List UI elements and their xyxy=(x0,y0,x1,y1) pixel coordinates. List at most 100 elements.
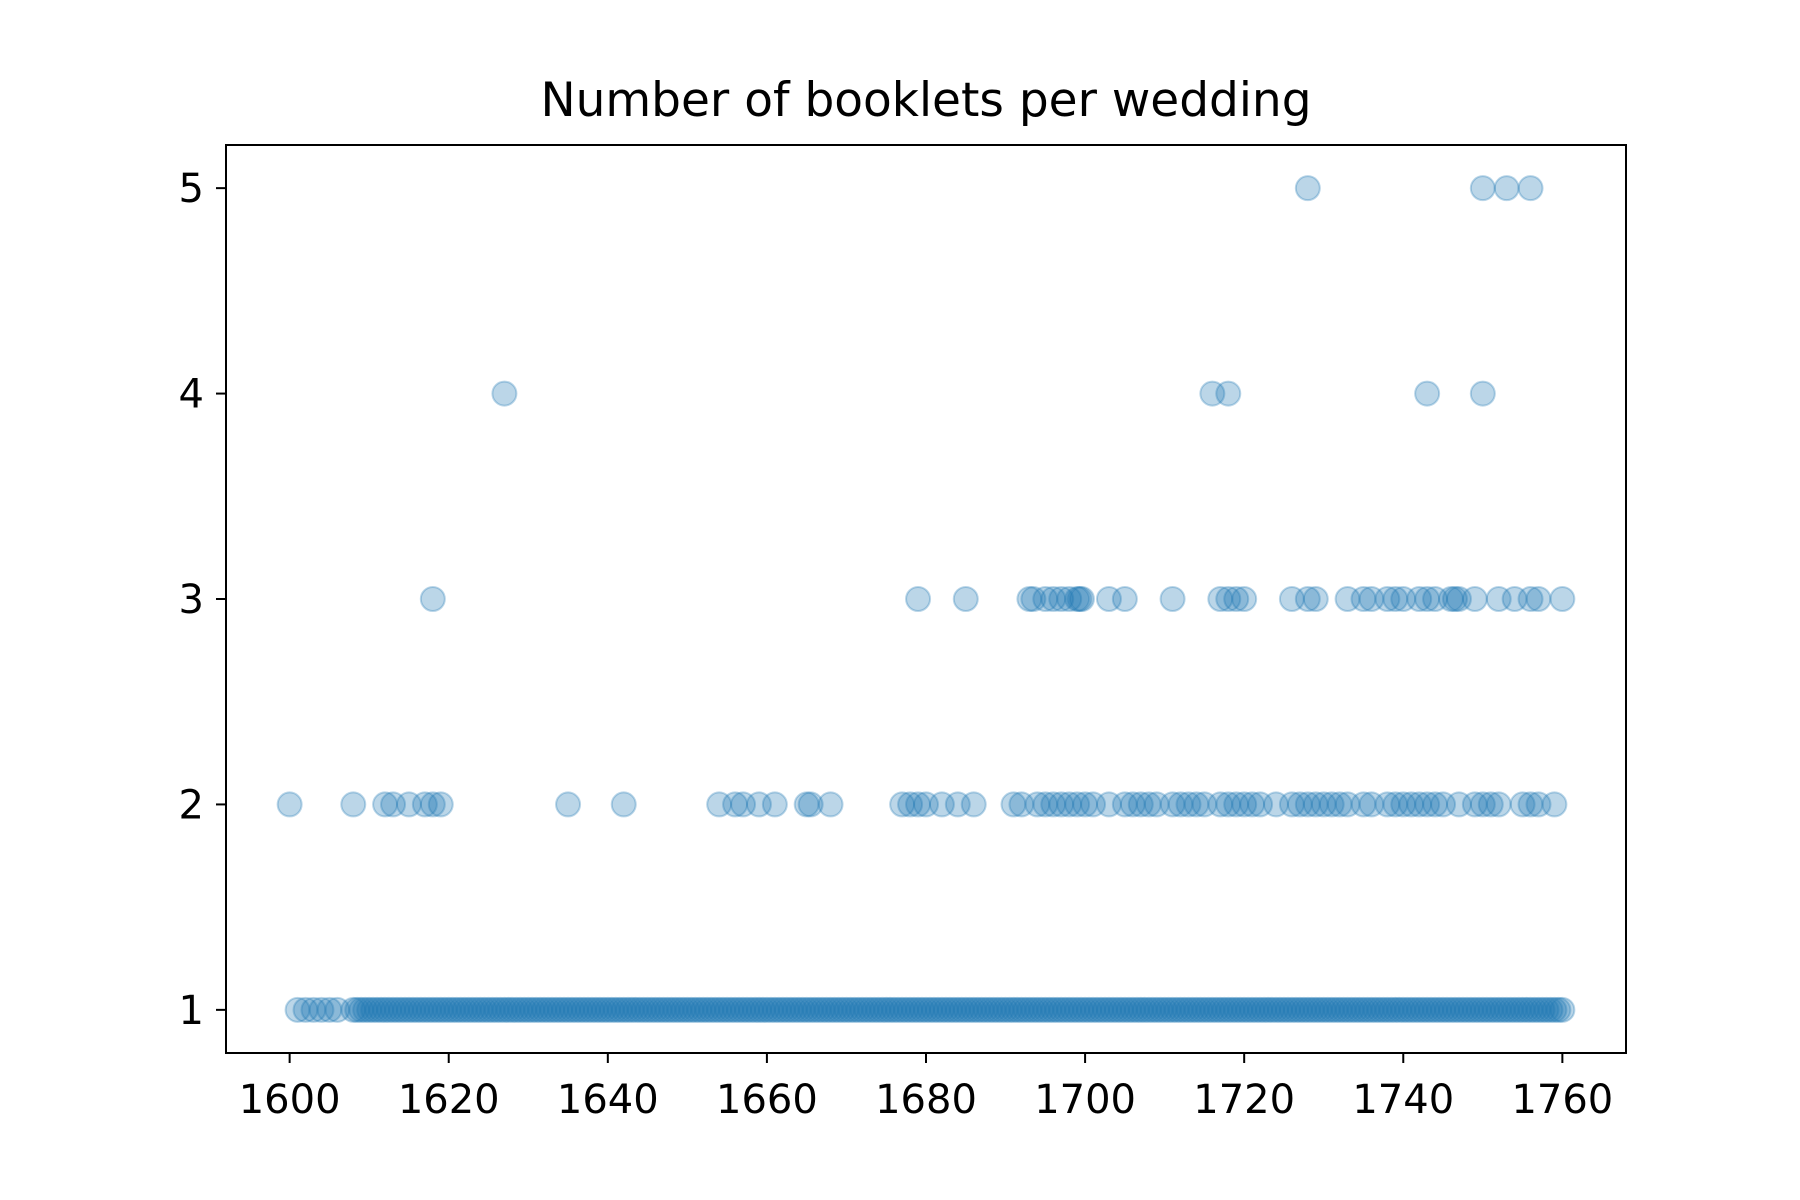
data-point xyxy=(905,996,932,1023)
data-point xyxy=(1040,791,1067,818)
data-point xyxy=(479,996,506,1023)
data-point xyxy=(1111,791,1138,818)
data-point xyxy=(1052,996,1079,1023)
data-point xyxy=(857,996,884,1023)
data-point xyxy=(1438,996,1464,1023)
data-point xyxy=(1469,996,1496,1023)
data-point xyxy=(793,791,820,818)
data-point xyxy=(594,996,621,1023)
data-point xyxy=(1473,996,1500,1023)
data-point xyxy=(582,996,609,1023)
data-point xyxy=(801,996,828,1023)
data-point xyxy=(1358,791,1385,818)
data-point xyxy=(1247,996,1274,1023)
data-point xyxy=(905,791,932,818)
data-point xyxy=(495,996,522,1023)
data-point xyxy=(885,996,912,1023)
data-point xyxy=(722,791,749,818)
y-tick-label: 3 xyxy=(179,577,204,623)
chart-title: Number of booklets per wedding xyxy=(540,73,1311,128)
data-point xyxy=(352,996,379,1023)
data-point xyxy=(1179,996,1206,1023)
data-point xyxy=(944,791,971,818)
data-point xyxy=(913,996,939,1023)
data-point xyxy=(419,791,446,818)
data-point xyxy=(1036,996,1063,1023)
data-point xyxy=(1191,791,1218,818)
data-point xyxy=(1549,996,1576,1023)
data-point xyxy=(1521,996,1548,1023)
data-point xyxy=(841,996,868,1023)
data-point xyxy=(1378,996,1405,1023)
data-point xyxy=(690,996,717,1023)
data-point xyxy=(1227,996,1254,1023)
data-point xyxy=(948,996,975,1023)
data-point xyxy=(1402,996,1429,1023)
data-point xyxy=(932,996,959,1023)
data-point xyxy=(905,586,932,612)
data-point xyxy=(356,996,383,1023)
data-point xyxy=(1497,996,1524,1023)
data-point xyxy=(1366,996,1393,1023)
data-point xyxy=(622,996,649,1023)
data-point xyxy=(837,996,864,1023)
data-point xyxy=(1501,586,1528,612)
data-point xyxy=(1024,791,1051,818)
data-point xyxy=(1080,791,1107,818)
data-point xyxy=(1095,996,1122,1023)
data-point xyxy=(1477,996,1504,1023)
data-point xyxy=(972,996,999,1023)
data-point xyxy=(1541,791,1568,818)
data-point xyxy=(1215,380,1242,407)
data-point xyxy=(1135,791,1162,818)
data-point xyxy=(718,996,745,1023)
data-point xyxy=(1282,996,1309,1023)
data-point xyxy=(777,996,804,1023)
data-point xyxy=(1020,996,1047,1023)
data-point xyxy=(1414,996,1441,1023)
data-point xyxy=(411,791,438,818)
data-point xyxy=(734,996,761,1023)
data-point xyxy=(324,996,351,1023)
data-point xyxy=(1040,996,1067,1023)
data-point xyxy=(1354,996,1381,1023)
data-point xyxy=(865,996,892,1023)
data-point xyxy=(431,996,458,1023)
data-point xyxy=(1286,791,1313,818)
data-point xyxy=(805,996,832,1023)
data-point xyxy=(845,996,872,1023)
data-point xyxy=(630,996,657,1023)
data-point xyxy=(368,996,395,1023)
data-point xyxy=(316,996,343,1023)
data-point xyxy=(916,996,943,1023)
data-point xyxy=(1167,996,1194,1023)
x-tick-label: 1700 xyxy=(1034,1077,1136,1123)
data-point xyxy=(519,996,546,1023)
data-point xyxy=(1390,996,1417,1023)
data-point xyxy=(499,996,526,1023)
data-point xyxy=(1294,175,1321,202)
data-point xyxy=(423,996,450,1023)
data-point xyxy=(1302,791,1329,818)
data-point xyxy=(1239,791,1266,818)
data-point xyxy=(1302,586,1329,612)
data-point xyxy=(1048,586,1075,612)
data-point xyxy=(1095,791,1122,818)
x-tick-label: 1720 xyxy=(1193,1077,1295,1123)
data-point xyxy=(952,996,979,1023)
data-point xyxy=(714,996,741,1023)
data-point xyxy=(765,996,792,1023)
data-point xyxy=(372,996,399,1023)
data-point xyxy=(897,791,924,818)
data-point xyxy=(1406,996,1433,1023)
data-point xyxy=(861,996,888,1023)
data-point xyxy=(1215,586,1242,612)
data-point xyxy=(1143,791,1170,818)
data-point xyxy=(670,996,697,1023)
data-point xyxy=(1445,586,1472,612)
data-point xyxy=(924,996,951,1023)
data-point xyxy=(1000,791,1027,818)
data-point xyxy=(276,791,303,818)
data-point xyxy=(1195,996,1222,1023)
data-point xyxy=(1127,996,1154,1023)
